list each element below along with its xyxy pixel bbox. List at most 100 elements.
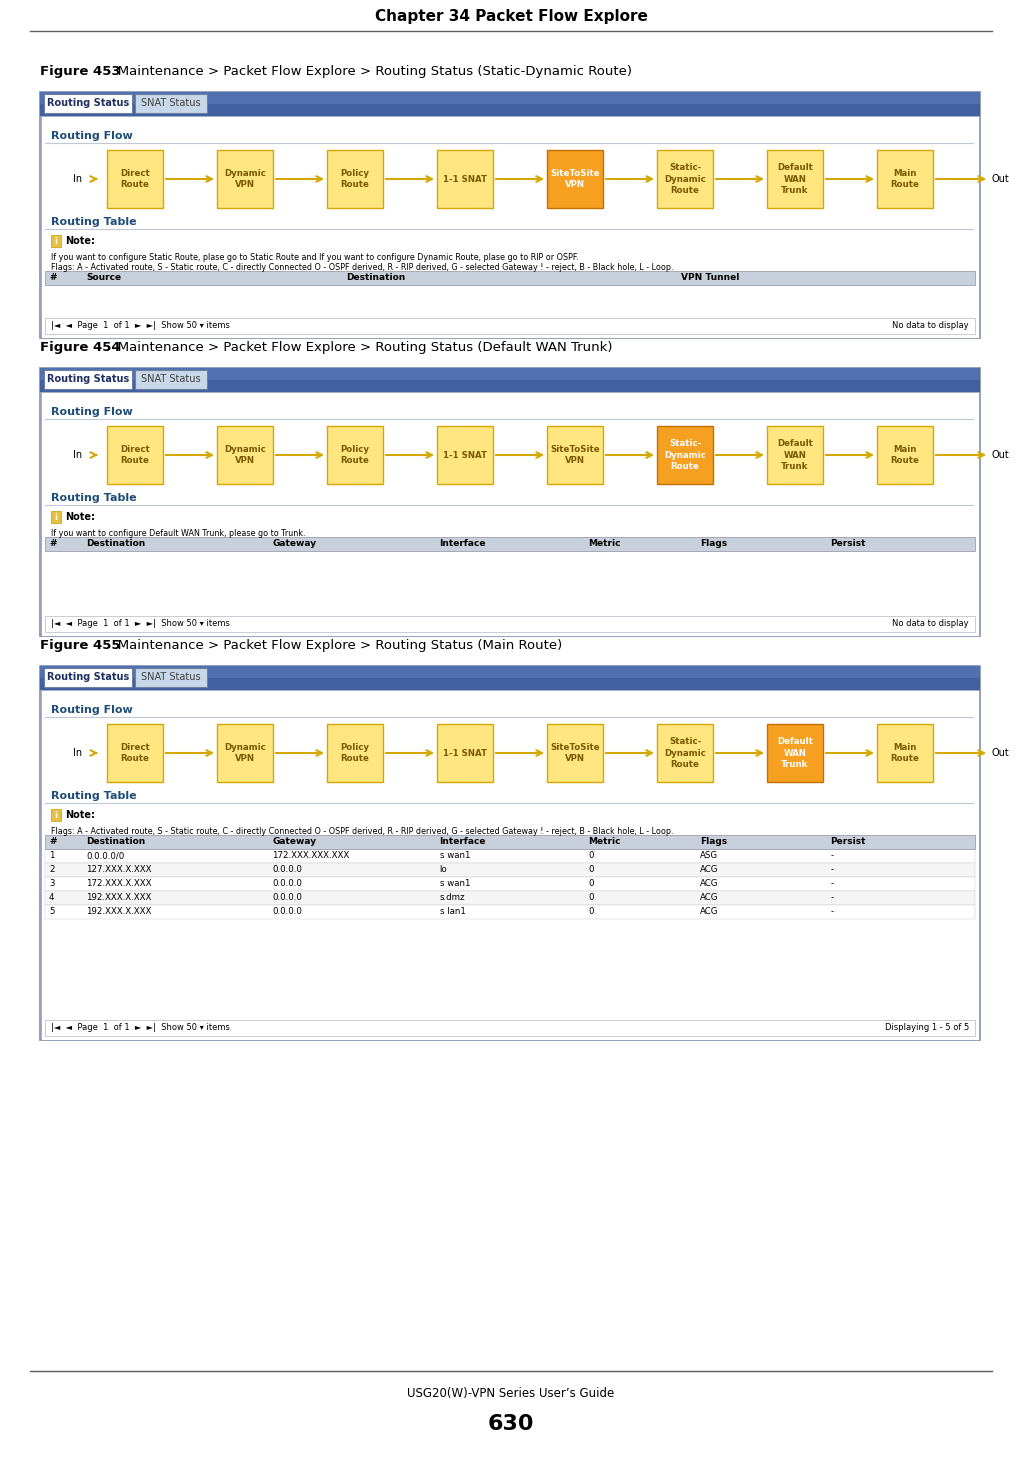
Bar [437, 150, 493, 208]
Bar [217, 150, 273, 208]
Text: #: # [49, 837, 56, 846]
Bar [107, 724, 162, 781]
Text: SiteToSite
VPN: SiteToSite VPN [550, 743, 600, 762]
Text: s lan1: s lan1 [439, 907, 465, 916]
Bar [40, 666, 980, 690]
Text: Flags: Flags [700, 837, 727, 846]
Text: Out: Out [992, 174, 1010, 185]
Text: 0.0.0.0: 0.0.0.0 [272, 893, 303, 903]
Bar [877, 427, 933, 484]
Bar [45, 891, 975, 905]
Text: Out: Out [992, 748, 1010, 758]
Text: In: In [73, 174, 82, 185]
Text: 0: 0 [589, 852, 594, 861]
Text: Note:: Note: [65, 811, 95, 819]
Bar [44, 369, 132, 388]
Text: No data to display: No data to display [892, 321, 969, 330]
Text: #: # [49, 274, 56, 283]
Bar [107, 427, 162, 484]
Text: -: - [830, 907, 833, 916]
Text: Chapter 34 Packet Flow Explore: Chapter 34 Packet Flow Explore [374, 9, 648, 23]
Text: Routing Status: Routing Status [47, 374, 129, 384]
Text: #: # [49, 539, 56, 548]
Text: Figure 453: Figure 453 [40, 66, 121, 79]
Bar [45, 1020, 975, 1036]
Bar [766, 150, 823, 208]
Bar [877, 150, 933, 208]
Text: 192.XXX.X.XXX: 192.XXX.X.XXX [86, 893, 151, 903]
Text: 630: 630 [487, 1415, 535, 1434]
Bar [40, 368, 980, 391]
Text: VPN Tunnel: VPN Tunnel [682, 274, 740, 283]
Text: Persist: Persist [830, 837, 866, 846]
Bar [135, 369, 207, 388]
Bar [766, 724, 823, 781]
Bar [547, 150, 603, 208]
Text: Routing Flow: Routing Flow [51, 705, 133, 715]
Bar [41, 116, 979, 339]
Bar [51, 235, 61, 246]
Bar [45, 537, 975, 551]
Bar [51, 512, 61, 523]
Text: Policy
Route: Policy Route [340, 169, 370, 189]
Text: Default
WAN
Trunk: Default WAN Trunk [777, 737, 812, 768]
Text: 1-1 SNAT: 1-1 SNAT [443, 174, 487, 183]
Text: 127.XXX.X.XXX: 127.XXX.X.XXX [86, 865, 151, 875]
Bar [40, 368, 980, 380]
Text: 172.XXX.X.XXX: 172.XXX.X.XXX [86, 880, 151, 888]
Bar [547, 724, 603, 781]
Bar [45, 877, 975, 891]
Text: No data to display: No data to display [892, 620, 969, 629]
Bar [45, 616, 975, 632]
Text: ACG: ACG [700, 907, 718, 916]
Text: Dynamic
VPN: Dynamic VPN [224, 169, 266, 189]
Text: 0: 0 [589, 893, 594, 903]
Text: Policy
Route: Policy Route [340, 743, 370, 762]
Text: Flags: Flags [700, 539, 727, 548]
Text: USG20(W)-VPN Series User’s Guide: USG20(W)-VPN Series User’s Guide [408, 1387, 614, 1400]
Text: Routing Status: Routing Status [47, 98, 129, 108]
Text: Routing Status: Routing Status [47, 673, 129, 683]
Text: 1-1 SNAT: 1-1 SNAT [443, 749, 487, 758]
Text: Default
WAN
Trunk: Default WAN Trunk [777, 163, 812, 195]
Text: 1-1 SNAT: 1-1 SNAT [443, 450, 487, 459]
Bar [51, 809, 61, 821]
Text: Metric: Metric [589, 837, 621, 846]
Text: 0: 0 [589, 907, 594, 916]
Text: |◄  ◄  Page  1  of 1  ►  ►|  Show 50 ▾ items: |◄ ◄ Page 1 of 1 ► ►| Show 50 ▾ items [51, 1023, 230, 1032]
Bar [44, 94, 132, 113]
Bar [44, 668, 132, 688]
Text: SNAT Status: SNAT Status [141, 673, 200, 683]
Bar [657, 150, 713, 208]
Text: Note:: Note: [65, 236, 95, 246]
Text: i: i [54, 811, 57, 819]
Bar [40, 92, 980, 104]
Bar [547, 427, 603, 484]
Text: |◄  ◄  Page  1  of 1  ►  ►|  Show 50 ▾ items: |◄ ◄ Page 1 of 1 ► ►| Show 50 ▾ items [51, 321, 230, 330]
Text: Static-
Dynamic
Route: Static- Dynamic Route [664, 440, 706, 471]
Text: Maintenance > Packet Flow Explore > Routing Status (Main Route): Maintenance > Packet Flow Explore > Rout… [105, 639, 562, 652]
Bar [107, 150, 162, 208]
Text: Main
Route: Main Route [890, 446, 920, 465]
Text: Maintenance > Packet Flow Explore > Routing Status (Static-Dynamic Route): Maintenance > Packet Flow Explore > Rout… [105, 66, 632, 79]
Text: i: i [54, 236, 57, 245]
Text: 0: 0 [589, 880, 594, 888]
Text: In: In [73, 748, 82, 758]
Text: Direct
Route: Direct Route [121, 743, 150, 762]
Text: s wan1: s wan1 [439, 880, 470, 888]
Text: Flags: A - Activated route, S - Static route, C - directly Connected O - OSPF de: Flags: A - Activated route, S - Static r… [51, 262, 673, 273]
Text: Source: Source [86, 274, 122, 283]
Text: Destination: Destination [86, 539, 145, 548]
Text: Main
Route: Main Route [890, 169, 920, 189]
Text: Dynamic
VPN: Dynamic VPN [224, 743, 266, 762]
Bar [41, 690, 979, 1039]
Text: ACG: ACG [700, 893, 718, 903]
Text: 5: 5 [49, 907, 54, 916]
Bar [327, 427, 383, 484]
Text: 3: 3 [49, 880, 54, 888]
Text: Routing Table: Routing Table [51, 792, 137, 800]
Text: Gateway: Gateway [272, 539, 317, 548]
Text: ACG: ACG [700, 880, 718, 888]
Text: 0.0.0.0: 0.0.0.0 [272, 880, 303, 888]
Bar [45, 836, 975, 849]
